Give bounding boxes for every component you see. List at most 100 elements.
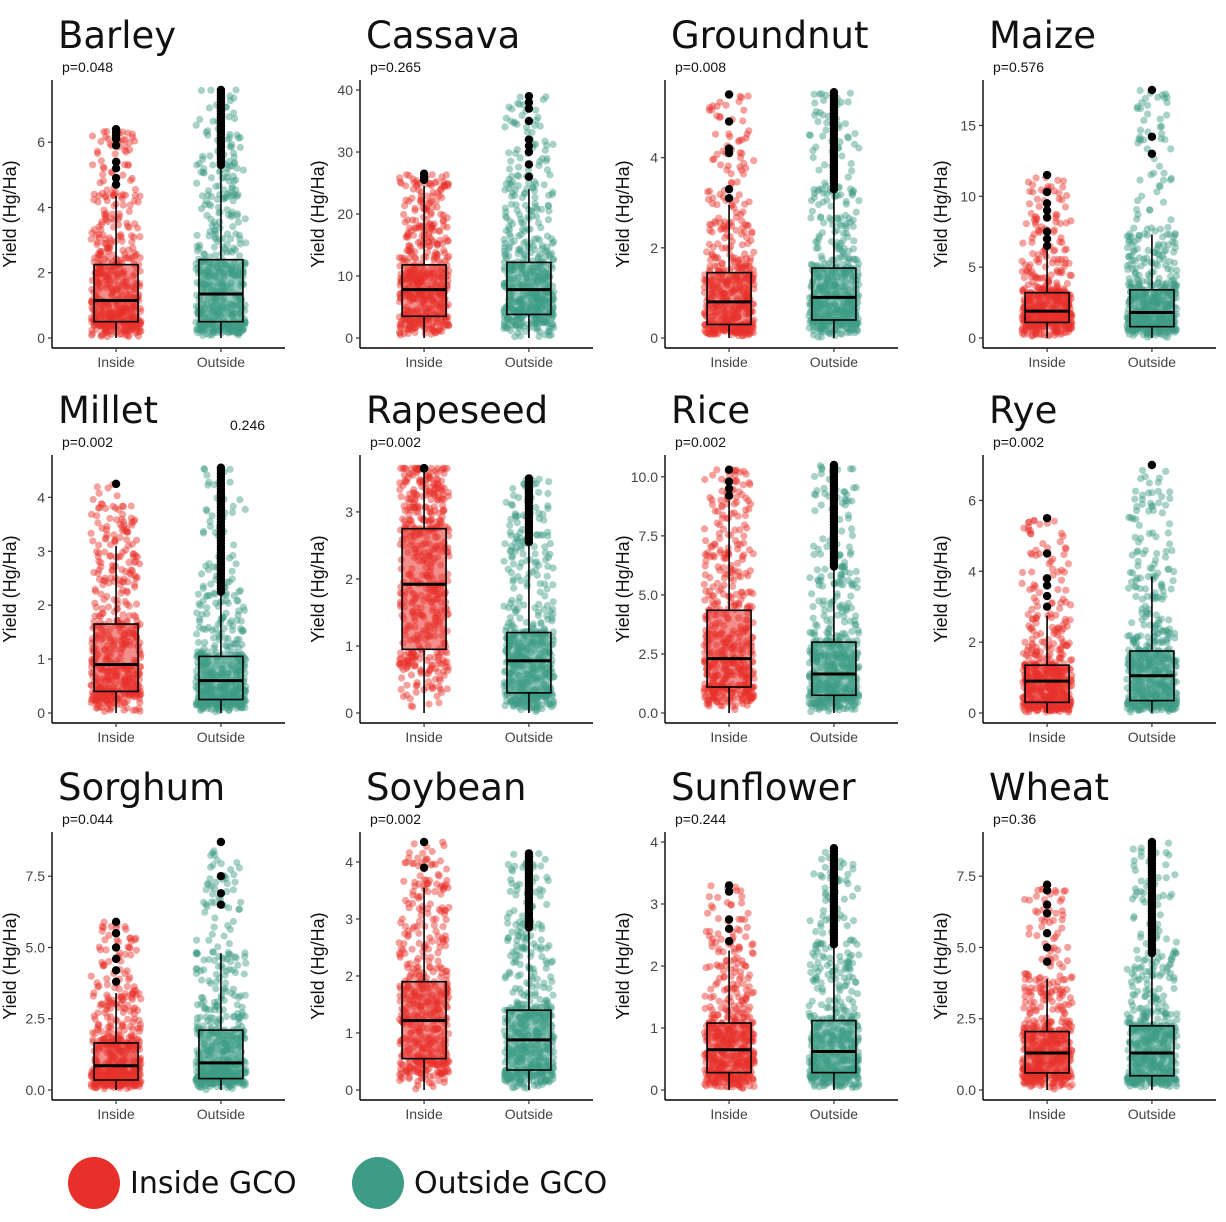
data-point — [744, 92, 752, 100]
data-point — [132, 323, 140, 331]
data-point — [825, 260, 833, 268]
data-point — [131, 329, 140, 337]
data-point — [115, 213, 123, 221]
data-point — [712, 219, 720, 227]
data-point — [228, 184, 236, 192]
data-point — [121, 146, 129, 155]
data-point — [125, 326, 133, 334]
data-point — [231, 115, 239, 123]
data-point — [711, 130, 720, 138]
data-point — [516, 93, 524, 101]
data-point — [228, 326, 236, 335]
data-point — [822, 126, 830, 134]
data-point — [734, 137, 743, 146]
data-point — [209, 161, 217, 169]
data-point — [208, 331, 216, 339]
data-point — [1057, 255, 1065, 264]
data-point — [235, 644, 243, 652]
data-point — [99, 321, 107, 329]
outlier-point — [111, 124, 121, 134]
data-point — [433, 203, 441, 211]
data-point — [96, 320, 104, 328]
data-point — [537, 224, 545, 232]
data-point — [95, 230, 103, 238]
data-point — [235, 323, 243, 331]
data-point — [124, 331, 132, 339]
p-value-label: p=0.265 — [370, 59, 421, 75]
data-point — [109, 251, 117, 259]
data-point — [90, 196, 98, 204]
data-point — [95, 549, 103, 557]
data-point — [419, 241, 427, 249]
data-point — [213, 323, 221, 331]
data-point — [92, 325, 100, 334]
data-point — [101, 255, 109, 263]
data-point — [106, 552, 114, 560]
data-point — [1141, 259, 1149, 267]
data-point — [129, 133, 137, 141]
data-point — [508, 200, 516, 208]
data-point — [815, 201, 823, 209]
data-point — [417, 320, 425, 328]
data-point — [1041, 263, 1050, 271]
data-point — [237, 324, 245, 332]
data-point — [1160, 255, 1168, 263]
data-point — [89, 537, 97, 545]
data-point — [196, 323, 204, 331]
data-point — [208, 222, 216, 230]
data-point — [201, 326, 209, 334]
data-point — [197, 326, 205, 334]
data-point — [234, 329, 242, 337]
data-point — [439, 217, 447, 225]
data-point — [125, 322, 133, 330]
chart-title: Cassava — [366, 14, 520, 57]
outlier-point — [111, 173, 121, 183]
y-axis-label: Yield (Hg/Ha) — [308, 160, 328, 267]
data-point — [125, 602, 133, 610]
data-point — [808, 207, 817, 215]
data-point — [226, 189, 234, 197]
data-point — [501, 186, 509, 194]
data-point — [221, 325, 229, 333]
data-point — [718, 244, 727, 252]
data-point — [131, 322, 139, 330]
data-point — [505, 149, 513, 157]
data-point — [436, 236, 444, 244]
data-point — [838, 247, 847, 255]
y-tick-label: 4 — [650, 150, 658, 166]
data-point — [227, 324, 235, 332]
data-point — [109, 189, 117, 197]
data-point — [241, 505, 249, 513]
data-point — [402, 171, 411, 179]
data-point — [193, 242, 201, 250]
data-point — [849, 222, 857, 230]
data-point — [533, 212, 541, 221]
p-value-label: p=0.008 — [675, 59, 726, 75]
data-point — [100, 206, 108, 214]
data-point — [208, 325, 216, 333]
data-point — [433, 178, 441, 186]
data-point — [103, 253, 111, 261]
y-tick-label: 0 — [37, 330, 45, 346]
data-point — [103, 592, 111, 601]
data-point — [94, 198, 102, 206]
data-point — [543, 232, 552, 240]
x-tick-label: Inside — [1028, 354, 1066, 370]
data-point — [207, 705, 215, 713]
outlier-point — [1042, 199, 1052, 208]
data-point — [198, 192, 206, 200]
data-point — [228, 640, 236, 648]
data-point — [111, 150, 119, 158]
data-point — [810, 90, 818, 98]
y-tick-label: 40 — [337, 82, 353, 98]
data-point — [233, 164, 241, 172]
data-point — [223, 240, 231, 248]
data-point — [807, 214, 815, 222]
data-point — [121, 250, 129, 258]
data-point — [128, 130, 136, 138]
data-point — [232, 328, 240, 337]
data-point — [1136, 86, 1144, 95]
data-point — [821, 179, 829, 187]
data-point — [508, 105, 516, 113]
data-point — [95, 541, 103, 549]
